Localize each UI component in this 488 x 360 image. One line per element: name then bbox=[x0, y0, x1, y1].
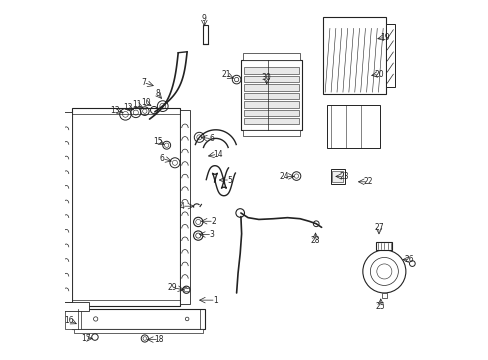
Text: 23: 23 bbox=[339, 172, 348, 181]
Text: 1: 1 bbox=[213, 296, 218, 305]
Bar bbox=[326, 105, 380, 148]
Bar bbox=[242, 130, 300, 136]
Bar bbox=[332, 171, 343, 182]
Text: 20: 20 bbox=[373, 70, 383, 79]
Circle shape bbox=[369, 257, 398, 285]
Text: 22: 22 bbox=[363, 177, 372, 186]
Bar bbox=[180, 110, 190, 304]
Text: 21: 21 bbox=[221, 71, 230, 80]
Text: 7: 7 bbox=[141, 78, 145, 87]
Text: 16: 16 bbox=[64, 316, 74, 325]
Bar bbox=[244, 67, 298, 74]
Text: 9: 9 bbox=[202, 14, 206, 23]
Bar bbox=[72, 309, 204, 329]
Bar bbox=[244, 84, 298, 91]
Text: 13: 13 bbox=[110, 105, 120, 114]
Bar bbox=[242, 53, 300, 60]
Text: 4: 4 bbox=[179, 202, 184, 211]
Text: 29: 29 bbox=[167, 283, 177, 292]
Text: 3: 3 bbox=[209, 230, 214, 239]
Bar bbox=[376, 242, 391, 250]
Bar bbox=[63, 112, 72, 302]
Bar bbox=[63, 302, 88, 311]
Bar bbox=[244, 76, 298, 82]
Text: 28: 28 bbox=[310, 236, 320, 245]
Text: 15: 15 bbox=[153, 137, 162, 146]
Text: 26: 26 bbox=[404, 255, 413, 264]
Bar bbox=[244, 109, 298, 116]
Text: 12: 12 bbox=[123, 103, 132, 112]
Bar bbox=[382, 293, 386, 298]
Text: 17: 17 bbox=[81, 334, 91, 343]
Circle shape bbox=[362, 250, 405, 293]
Text: 24: 24 bbox=[279, 172, 289, 181]
Text: 8: 8 bbox=[155, 89, 160, 98]
Bar bbox=[323, 17, 386, 94]
Text: 14: 14 bbox=[212, 150, 222, 159]
Circle shape bbox=[376, 264, 391, 279]
Bar bbox=[244, 118, 298, 125]
Bar bbox=[74, 329, 203, 333]
Bar bbox=[79, 117, 174, 297]
Text: 2: 2 bbox=[211, 217, 216, 226]
Text: 19: 19 bbox=[380, 33, 389, 42]
Bar bbox=[244, 101, 298, 108]
Bar bbox=[202, 25, 208, 44]
Text: 6: 6 bbox=[209, 134, 214, 143]
Text: 27: 27 bbox=[373, 223, 383, 232]
Bar bbox=[386, 24, 394, 87]
Bar bbox=[183, 288, 189, 291]
Text: 10: 10 bbox=[141, 98, 150, 107]
Bar bbox=[65, 309, 81, 329]
Text: 11: 11 bbox=[132, 100, 142, 109]
Text: 30: 30 bbox=[261, 73, 271, 82]
Bar bbox=[72, 108, 180, 306]
Bar bbox=[244, 93, 298, 99]
Text: 5: 5 bbox=[227, 176, 232, 185]
Bar bbox=[241, 60, 301, 130]
Text: 18: 18 bbox=[154, 335, 163, 344]
Text: 25: 25 bbox=[375, 302, 385, 311]
Text: 6: 6 bbox=[159, 154, 164, 163]
Bar bbox=[330, 169, 344, 184]
